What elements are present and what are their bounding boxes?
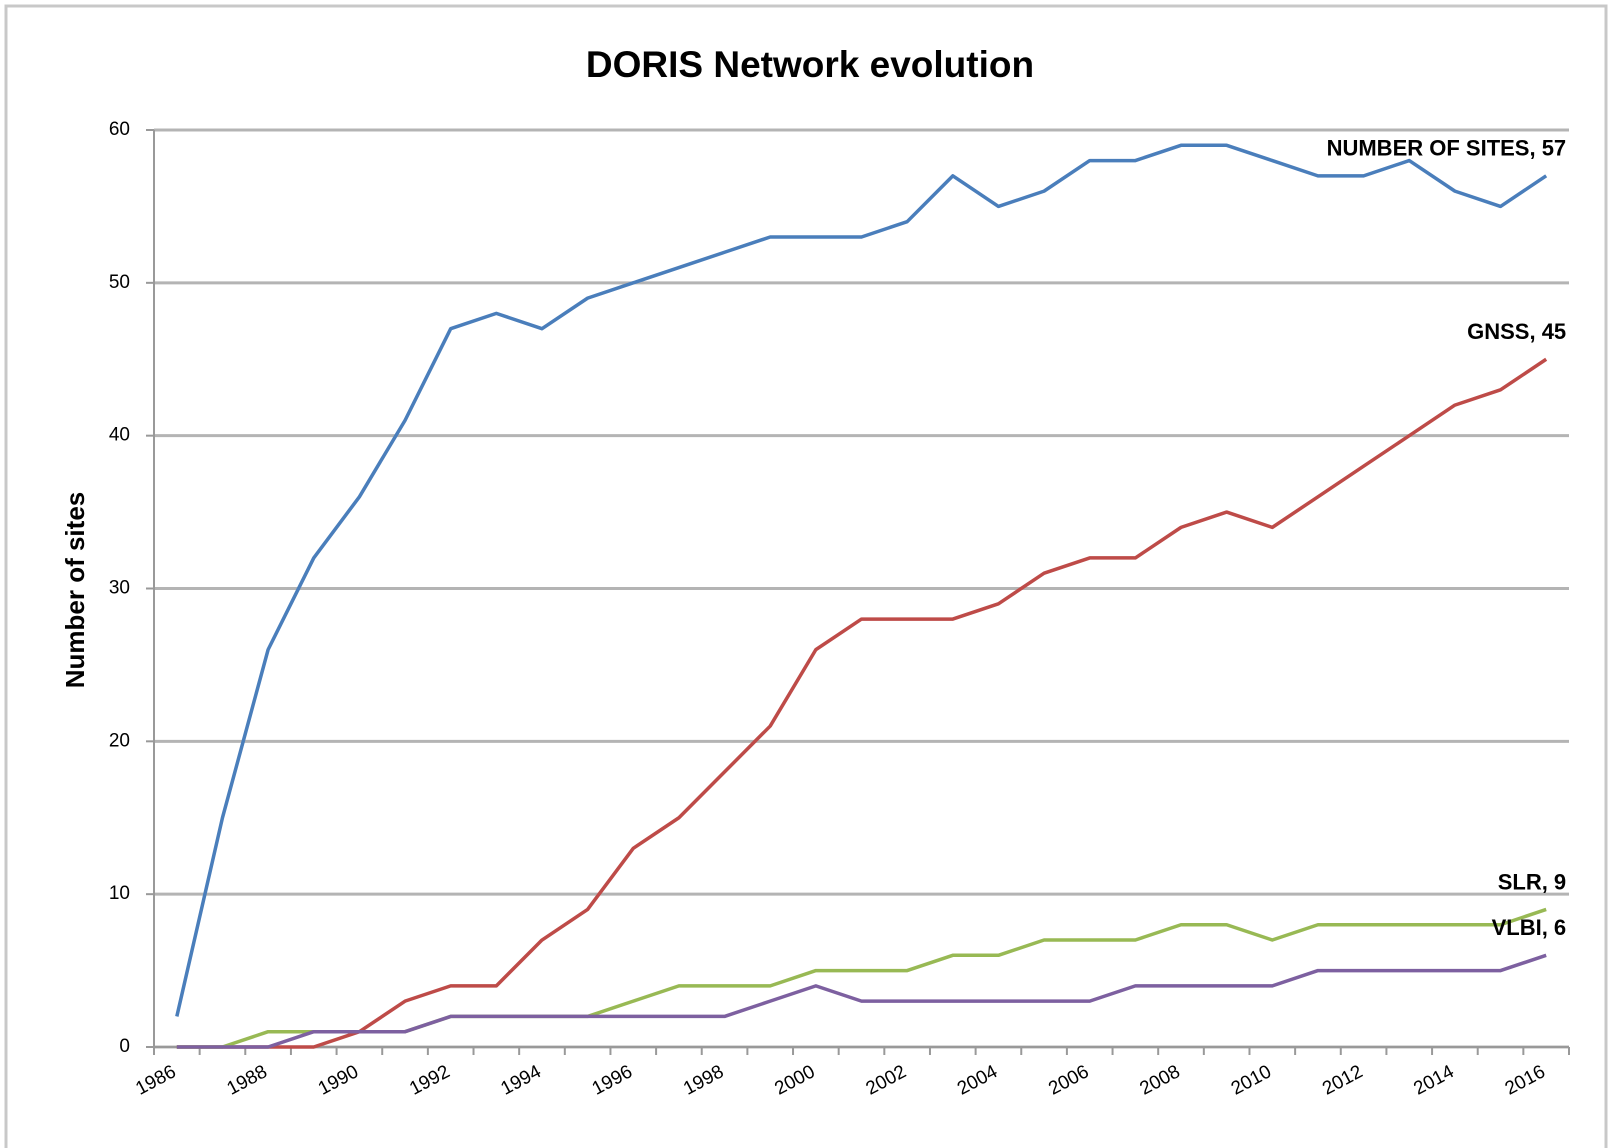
line-series bbox=[176, 953, 1547, 1049]
y-tick-label: 20 bbox=[109, 730, 130, 751]
y-tick-label: 50 bbox=[109, 272, 130, 293]
x-tick-label: 2008 bbox=[1137, 1061, 1184, 1099]
series-end-label: NUMBER OF SITES, 57 bbox=[1327, 136, 1567, 161]
y-tick-label: 40 bbox=[109, 425, 130, 446]
x-tick-label: 2000 bbox=[771, 1061, 818, 1099]
y-tick-label: 60 bbox=[109, 119, 130, 140]
x-tick-label: 2010 bbox=[1228, 1061, 1275, 1099]
x-tick-label: 1998 bbox=[680, 1061, 727, 1099]
chart-title: DORIS Network evolution bbox=[586, 44, 1034, 85]
x-tick-label: 1996 bbox=[589, 1061, 636, 1099]
chart-frame bbox=[4, 4, 1608, 1148]
line-series bbox=[175, 143, 1548, 1017]
series-end-label: VLBI, 6 bbox=[1492, 915, 1567, 940]
x-tick-label: 1992 bbox=[406, 1061, 453, 1099]
x-tick-label: 1986 bbox=[132, 1061, 179, 1099]
line-series bbox=[176, 907, 1547, 1049]
line-series bbox=[176, 357, 1548, 1049]
x-tick-label: 2014 bbox=[1410, 1061, 1458, 1100]
series-end-label: GNSS, 45 bbox=[1467, 319, 1566, 344]
series-end-label: SLR, 9 bbox=[1498, 869, 1566, 894]
y-axis-title: Number of sites bbox=[60, 492, 90, 689]
x-tick-label: 2016 bbox=[1502, 1061, 1549, 1099]
y-tick-label: 0 bbox=[119, 1036, 130, 1057]
x-tick-label: 1990 bbox=[315, 1061, 362, 1099]
y-tick-label: 30 bbox=[109, 578, 130, 599]
x-tick-label: 2006 bbox=[1045, 1061, 1092, 1099]
x-tick-label: 1988 bbox=[224, 1061, 271, 1099]
x-tick-label: 2004 bbox=[954, 1061, 1002, 1100]
x-tick-label: 1994 bbox=[497, 1061, 545, 1100]
y-tick-label: 10 bbox=[109, 883, 130, 904]
x-tick-label: 2012 bbox=[1319, 1061, 1366, 1099]
x-tick-label: 2002 bbox=[863, 1061, 910, 1099]
